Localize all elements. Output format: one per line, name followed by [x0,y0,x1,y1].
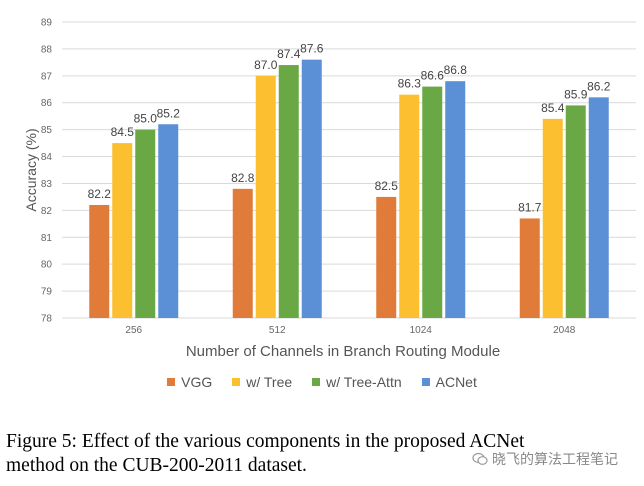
y-tick-label: 88 [41,44,53,55]
data-label: 86.6 [421,69,445,83]
bar-chart: 78 79 80 81 82 83 84 85 86 87 88 89 Accuracy (%) 82.2… [23,18,636,360]
bar [519,218,540,318]
bar [399,94,420,319]
data-label: 85.0 [134,112,158,126]
caption-line-2: method on the CUB-200-2011 dataset. [6,455,307,476]
y-axis-title: Accuracy (%) [23,128,39,211]
y-tick-label: 78 [41,314,53,325]
data-label: 87.4 [277,47,301,61]
bar [301,59,322,318]
legend: VGG w/ Tree w/ Tree-Attn ACNet [0,374,644,390]
data-label: 86.2 [587,79,611,93]
y-tick-label: 83 [41,179,53,190]
data-label: 86.3 [398,77,422,91]
data-label: 82.2 [88,187,112,201]
data-label: 87.0 [254,58,278,72]
x-tick-label: 512 [269,325,286,336]
legend-item: VGG [167,374,212,390]
data-label: 87.6 [300,42,324,56]
y-tick-label: 79 [41,287,53,298]
data-label: 85.9 [564,87,588,101]
data-label: 85.2 [157,106,181,120]
bar [588,97,609,318]
legend-swatch [167,378,176,386]
bar [255,75,276,319]
legend-item: w/ Tree-Attn [312,374,402,390]
legend-swatch [421,378,430,386]
bar [376,196,397,318]
legend-label: VGG [181,374,213,390]
data-label: 86.8 [444,63,468,77]
legend-swatch [312,378,321,386]
bar [542,118,563,318]
y-tick-label: 86 [41,98,53,109]
data-label: 85.4 [541,101,565,115]
caption-line-1: Figure 5: Effect of the various componen… [6,431,525,452]
watermark: 晓飞的算法工程笔记 [472,449,618,469]
y-tick-label: 80 [41,260,53,271]
y-tick-label: 82 [41,206,53,217]
figure-caption: Figure 5: Effect of the various componen… [6,430,636,478]
x-axis-title: Number of Channels in Branch Routing Mod… [186,343,500,360]
bar [278,65,299,319]
y-tick-label: 85 [41,125,53,136]
x-tick-label: 1024 [410,325,433,336]
y-tick-label: 87 [41,71,53,82]
legend-item: ACNet [421,374,477,390]
bar [158,124,179,318]
data-label: 82.8 [231,171,255,185]
bar [422,86,443,318]
bar [89,204,110,318]
bar [112,143,133,318]
x-tick-label: 256 [125,325,142,336]
x-tick-label: 2048 [553,325,576,336]
legend-label: w/ Tree [246,374,293,390]
bar [565,105,586,318]
y-tick-label: 84 [41,152,53,163]
data-label: 81.7 [518,200,542,214]
legend-label: w/ Tree-Attn [326,374,402,390]
data-label: 82.5 [375,179,399,193]
bar [135,129,156,318]
y-tick-label: 81 [41,233,53,244]
legend-item: w/ Tree [232,374,292,390]
data-label: 84.5 [111,125,135,139]
watermark-text: 晓飞的算法工程笔记 [492,452,618,468]
bar [232,188,253,318]
legend-swatch [232,378,241,386]
y-tick-label: 89 [41,18,53,29]
wechat-icon [472,452,488,465]
bar [445,81,466,318]
legend-label: ACNet [435,374,477,390]
